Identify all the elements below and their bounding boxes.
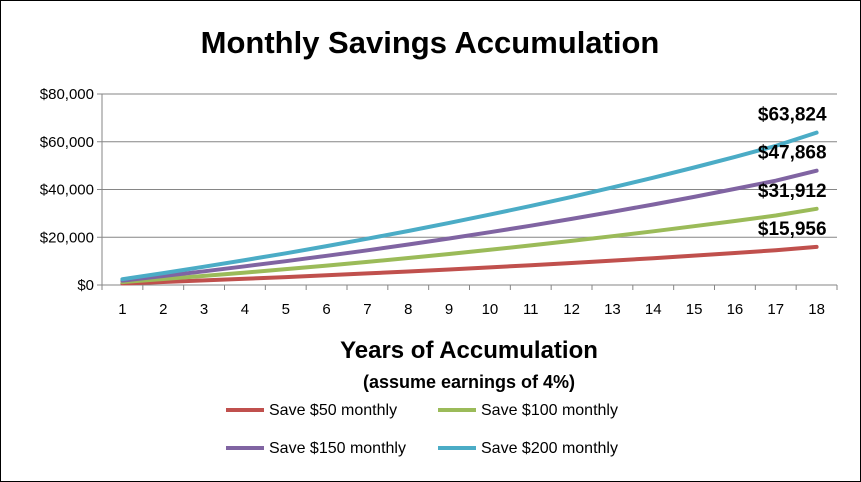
x-tick-label: 7 — [363, 301, 371, 318]
x-tick-label: 6 — [322, 301, 330, 318]
y-tick-label: $80,000 — [40, 86, 94, 103]
end-value-label: $63,824 — [758, 105, 827, 126]
end-value-label: $47,868 — [758, 143, 827, 164]
series-line — [120, 130, 819, 282]
x-tick-label: 17 — [767, 301, 784, 318]
gridlines — [102, 93, 837, 238]
legend-label: Save $150 monthly — [269, 440, 406, 457]
x-tick-label: 3 — [200, 301, 208, 318]
x-tick-label: 5 — [282, 301, 290, 318]
y-tick-label: $0 — [77, 277, 94, 294]
legend-label: Save $200 monthly — [481, 440, 618, 457]
legend-label: Save $100 monthly — [481, 402, 618, 419]
x-tick-label: 8 — [404, 301, 412, 318]
x-tick-label: 1 — [118, 301, 126, 318]
x-tick-label: 15 — [686, 301, 703, 318]
x-tick-label: 4 — [241, 301, 249, 318]
x-tick-label: 2 — [159, 301, 167, 318]
x-tick-label: 11 — [523, 301, 539, 318]
x-tick-label: 13 — [604, 301, 621, 318]
end-value-label: $31,912 — [758, 181, 827, 202]
end-value-label: $15,956 — [758, 219, 827, 240]
legend-label: Save $50 monthly — [269, 402, 397, 419]
series-line — [120, 244, 819, 286]
x-tick-label: 18 — [808, 301, 825, 318]
x-tick-label: 14 — [645, 301, 662, 318]
legend: Save $50 monthly Save $100 monthly Save $1… — [226, 402, 618, 457]
y-tick-label: $40,000 — [40, 182, 94, 199]
chart-title: Monthly Savings Accumulation — [201, 25, 660, 60]
x-tick-label: 10 — [482, 301, 499, 318]
y-tick-label: $60,000 — [40, 134, 94, 151]
end-value-labels: $15,956 $31,912 $47,868 $63,824 — [758, 105, 827, 240]
series-lines — [120, 130, 819, 286]
series-line — [120, 168, 819, 283]
x-tick-label: 16 — [727, 301, 744, 318]
series-line — [120, 206, 819, 285]
y-tick-label: $20,000 — [40, 229, 94, 246]
x-axis-title: Years of Accumulation — [340, 337, 598, 364]
x-tick-label: 9 — [445, 301, 453, 318]
x-tick-label: 12 — [563, 301, 580, 318]
x-axis-subtitle: (assume earnings of 4%) — [363, 372, 575, 392]
